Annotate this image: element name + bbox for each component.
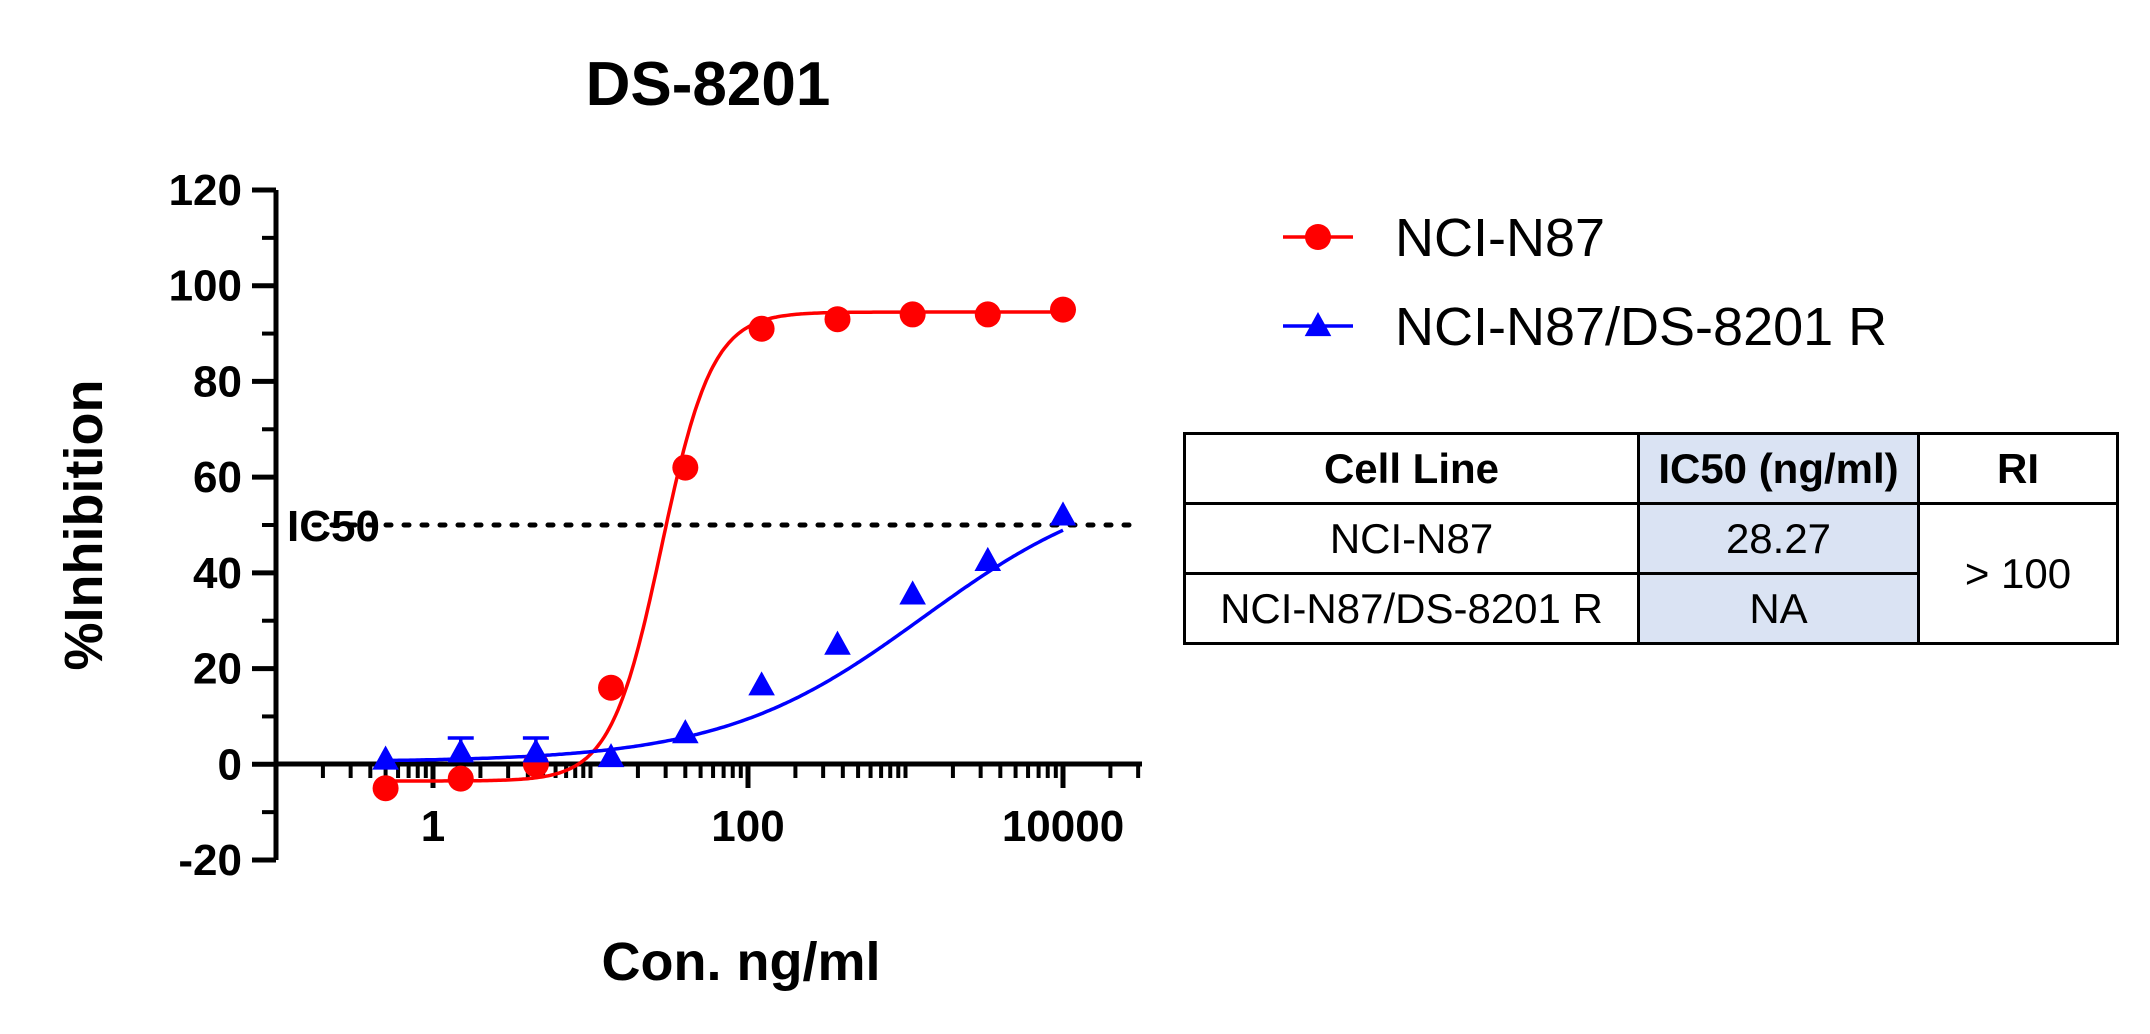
data-point [447, 738, 475, 763]
cell-line: NCI-N87/DS-8201 R [1183, 572, 1640, 645]
table-row: NCI-N87 28.27 > 100 [1183, 502, 2119, 645]
legend-marker [1305, 224, 1331, 250]
y-tick-label: 0 [218, 740, 242, 789]
y-tick-label: 40 [193, 549, 242, 598]
data-point [824, 630, 851, 655]
table-header-row: Cell Line IC50 (ng/ml) RI [1183, 432, 2119, 505]
x-axis-title: Con. ng/ml [602, 932, 881, 992]
y-tick-label: -20 [178, 836, 242, 885]
data-point [974, 546, 1002, 571]
y-tick-label: 80 [193, 357, 242, 406]
legend-marker [1304, 312, 1332, 337]
ticks: -20 0 20 40 60 80 100 120 1 100 10000 [169, 166, 1141, 885]
data-points [372, 296, 1077, 802]
data-point [748, 671, 775, 696]
legend-label: NCI-N87 [1395, 208, 1605, 268]
data-point [899, 580, 926, 605]
ic50-reference: IC50 [287, 502, 1143, 551]
data-point [974, 301, 1001, 328]
data-point [899, 301, 926, 328]
data-point [748, 315, 775, 342]
x-tick-label: 10000 [1002, 802, 1124, 851]
y-tick-label: 60 [193, 453, 242, 502]
legend: NCI-N87 NCI-N87/DS-8201 R [1283, 208, 1887, 357]
data-point [522, 738, 550, 763]
data-point [598, 674, 625, 701]
data-point [1050, 296, 1076, 323]
fit-curve [385, 310, 1063, 783]
fit-curve [385, 528, 1064, 763]
table-row: NCI-N87/DS-8201 R NA [1183, 572, 2118, 645]
y-axis-title: %Inhibition [54, 380, 114, 671]
x-tick-label: 100 [711, 802, 784, 851]
chart-title: DS-8201 [586, 50, 831, 119]
data-point [672, 454, 699, 481]
ic50-label: IC50 [287, 502, 380, 551]
ri-value: > 100 [1917, 502, 2119, 645]
data-point [447, 765, 474, 792]
data-point [372, 745, 399, 770]
data-point [824, 306, 851, 333]
legend-label: NCI-N87/DS-8201 R [1395, 297, 1887, 357]
ic50-value: NA [1637, 572, 1920, 645]
y-tick-label: 120 [169, 166, 242, 215]
cell-line: NCI-N87 [1183, 502, 1640, 575]
data-point [1049, 501, 1077, 526]
data-point [597, 743, 625, 768]
ic50-value: 28.27 [1637, 502, 1920, 575]
ic50-table: Cell Line IC50 (ng/ml) RI NCI-N87 28.27 … [1183, 432, 2119, 645]
y-tick-label: 20 [193, 645, 242, 694]
data-point [372, 775, 399, 802]
header-ri: RI [1917, 432, 2119, 505]
fit-curves [385, 310, 1064, 783]
header-ic50: IC50 (ng/ml) [1637, 432, 1920, 505]
data-point [672, 719, 699, 744]
header-cell-line: Cell Line [1183, 432, 1640, 505]
x-tick-label: 1 [421, 802, 445, 851]
y-tick-label: 100 [169, 262, 242, 311]
